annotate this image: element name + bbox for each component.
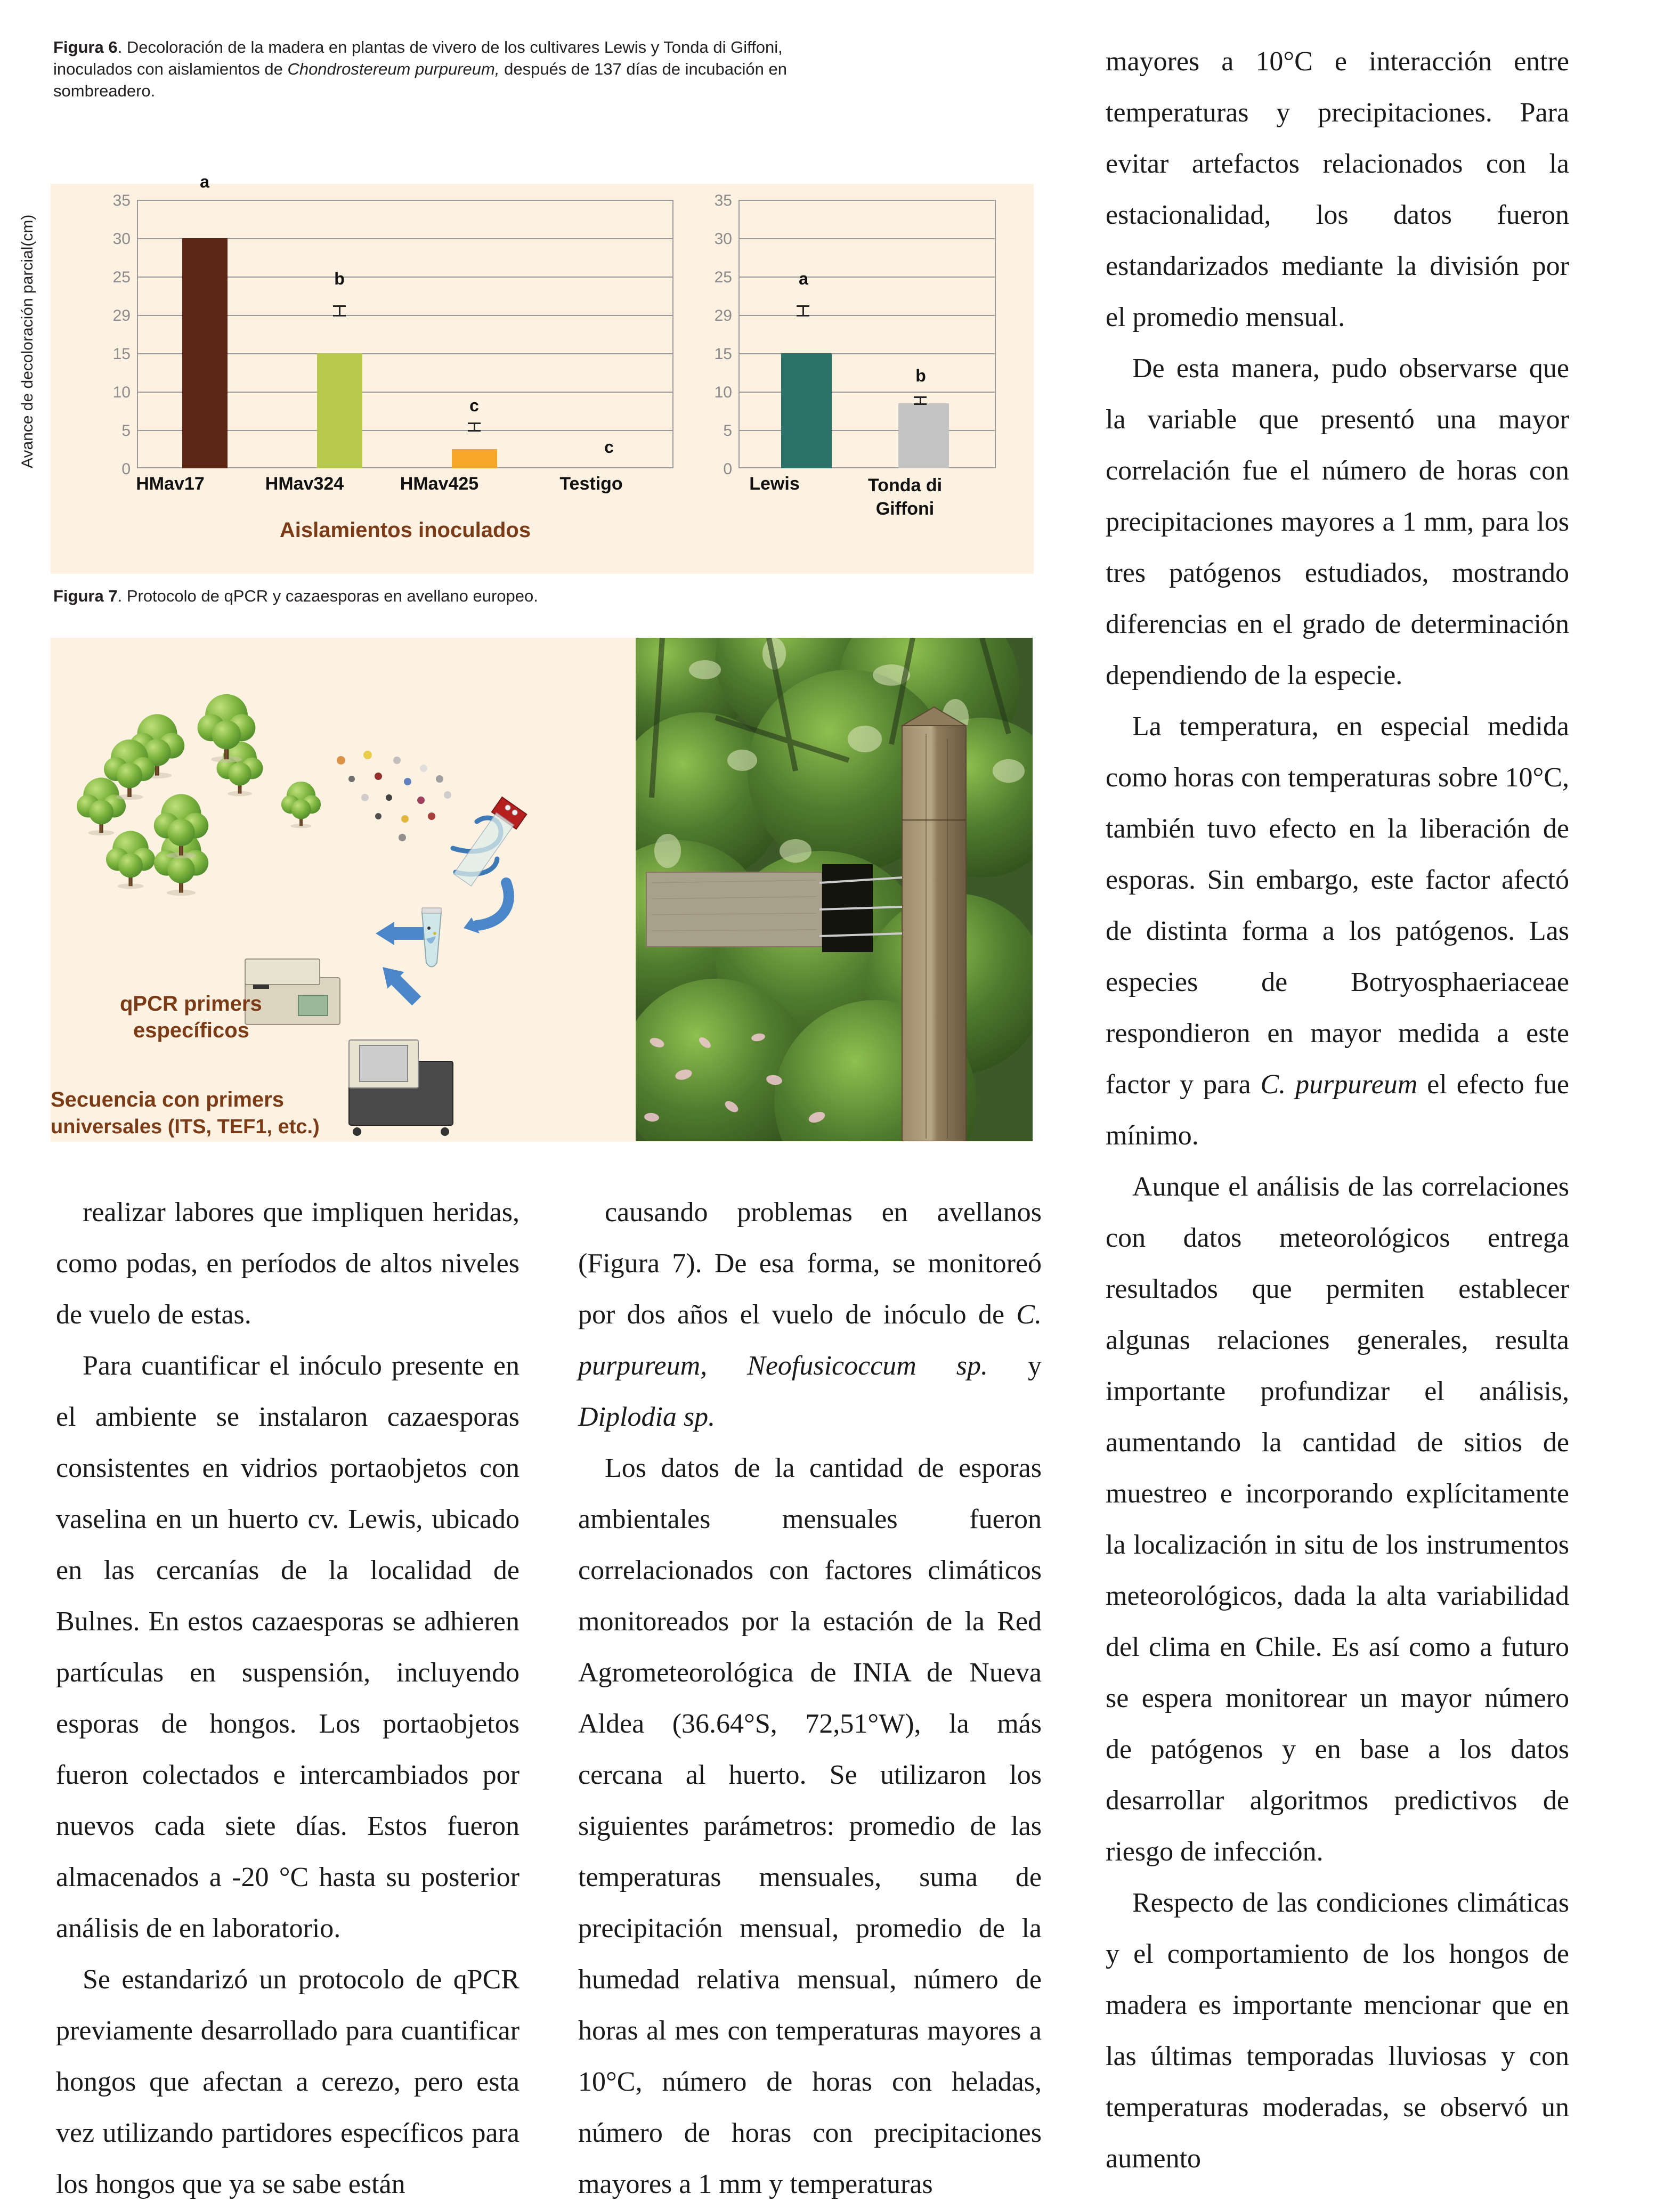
svg-text:universales (ITS, TEF1, etc.): universales (ITS, TEF1, etc.) (51, 1116, 320, 1138)
svg-text:qPCR primers: qPCR primers (120, 992, 262, 1015)
svg-text:específicos: específicos (133, 1019, 249, 1042)
svg-text:Secuencia con primers: Secuencia con primers (51, 1088, 284, 1111)
